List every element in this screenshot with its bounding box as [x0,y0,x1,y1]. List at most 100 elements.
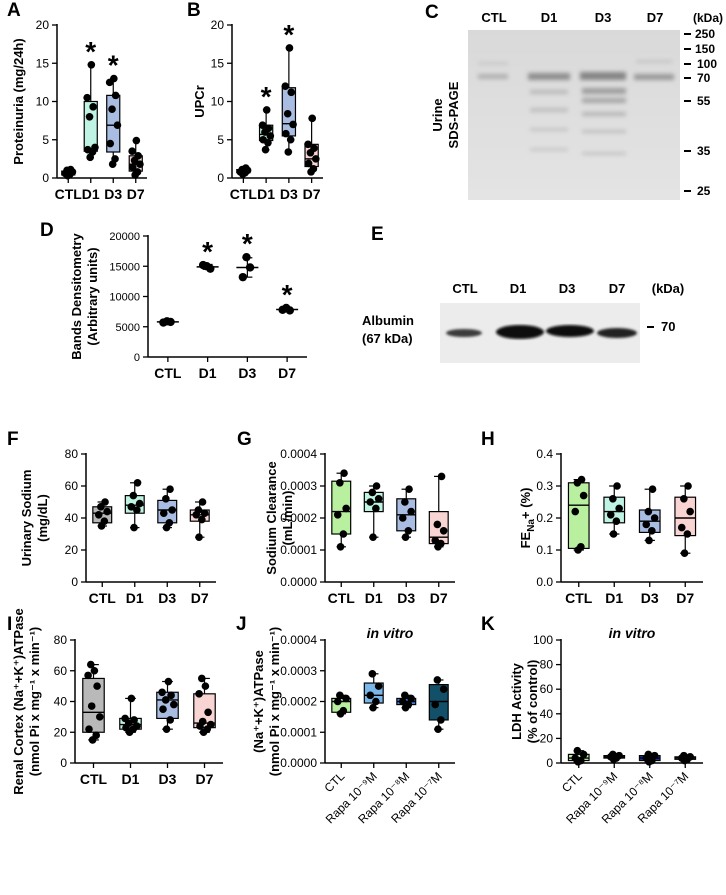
y-axis-label: Proteinuria (mg/24h) [11,38,26,164]
data-point [133,479,142,487]
x-tick-label: CTL [89,590,117,606]
data-point [431,700,440,709]
data-point [127,503,136,511]
y-tick-label: 0 [60,756,67,770]
y-tick-label: 10000 [109,292,140,304]
data-point [336,479,344,487]
y-tick-label: 0 [134,352,140,364]
x-tick-label: CTL [80,771,108,787]
gel-c-lane-ctl: CTL [481,10,506,25]
y-axis-label: Sodium Clearance (mL/min) [264,461,295,574]
data-point [262,106,271,114]
x-tick-label: D3 [280,186,298,202]
data-point [66,165,75,174]
data-point [368,488,377,497]
data-point [437,539,445,548]
y-tick-label: 0.0004 [280,633,317,647]
panel-label-g: G [237,429,252,450]
data-point [242,252,251,262]
data-point [336,691,344,700]
data-point [398,514,407,522]
x-tick-label: D1 [126,590,144,606]
data-point [401,498,409,506]
data-point [261,145,270,154]
data-point [369,703,377,712]
panel-label-e: E [371,224,384,245]
x-tick-label: D1 [257,186,275,202]
y-tick-label: 20 [54,725,68,739]
data-point [108,105,116,113]
y-tick-label: 20 [65,543,79,557]
data-point [312,155,320,163]
data-point [433,520,442,529]
data-point [130,716,138,724]
y-tick-label: 100 [533,633,553,647]
data-point [340,469,348,478]
y-tick-label: 20 [36,18,50,32]
x-tick-label: CTL [328,590,356,606]
data-point [644,750,653,759]
x-tick-label: CTL [565,590,593,606]
y-axis-label-line1: LDH Activity [509,662,524,740]
data-point [103,507,111,516]
data-point [609,495,617,503]
y-tick-label: 0 [71,575,78,589]
data-point [366,498,375,506]
data-point [128,147,136,156]
data-point [407,694,415,703]
data-point [136,160,144,169]
data-point [310,144,318,152]
y-tick-label: 0 [546,756,553,770]
gel-c-marker-55: 55 [697,94,711,108]
data-point [113,121,122,130]
panel-c: C CTL D1 D3 D7 (kDa) 2 [425,2,723,200]
data-point [85,725,93,733]
data-point [286,135,295,144]
x-tick-label: CTL [55,186,83,202]
panel-label-c: C [425,2,439,23]
y-tick-label: 15 [36,56,50,70]
y-axis-label-line2: (nmol Pi x mg⁻¹ x min⁻¹) [27,627,42,777]
data-point [609,750,617,759]
data-point [439,685,448,693]
data-point [615,504,623,513]
x-tick-label: D7 [278,365,296,381]
panel-label-k: K [481,614,495,635]
gel-e-lane-d3: D3 [559,281,576,296]
y-tick-label: 5 [217,133,224,147]
data-point [308,114,317,123]
data-point [684,482,692,490]
data-point [134,152,142,160]
y-axis-label-line2: (% of control) [525,660,540,744]
x-tick-label: CTL [230,186,258,202]
data-point [110,74,118,83]
data-point [132,136,141,145]
gel-c-lane-d1: D1 [541,10,558,25]
data-point [259,135,267,144]
gel-c-marker-100: 100 [697,57,717,71]
y-tick-label: 80 [540,658,554,672]
data-point [342,504,350,513]
data-point [85,113,94,121]
y-tick-label: 5 [42,133,49,147]
data-point [289,120,297,129]
data-point [162,725,171,733]
y-tick-label: 0.3 [536,479,553,493]
panel-label-a: A [7,0,21,21]
data-point [87,660,95,669]
y-tick-label: 20 [540,731,554,745]
data-point [573,746,582,755]
data-point [167,691,175,700]
data-point [266,132,275,140]
data-point [87,702,96,710]
data-point [94,511,103,519]
data-point [200,509,209,517]
panel-e: E CTL D1 D3 D7 (kDa) Albumin (67 kDa) 70 [362,224,684,363]
significance-star: * [283,19,294,50]
y-tick-label: 0.0001 [280,543,317,557]
y-axis-label-text: Proteinuria (mg/24h) [11,38,26,164]
data-point [680,549,689,557]
gel-c-marker-150: 150 [695,42,715,56]
data-point [90,666,99,675]
